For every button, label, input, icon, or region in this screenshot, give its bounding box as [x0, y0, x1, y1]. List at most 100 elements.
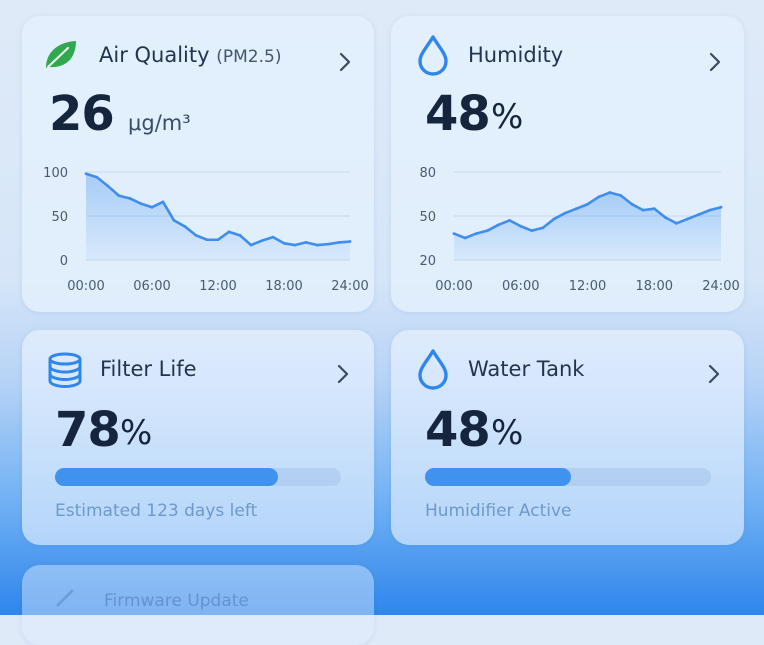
air-quality-chart-data-point	[304, 241, 308, 244]
air-quality-chart-data-point	[282, 241, 286, 245]
air-quality-chart-data-point	[183, 225, 187, 228]
air-quality-title: Air Quality	[99, 43, 210, 67]
card-title: Air Quality (PM2.5)	[99, 43, 281, 67]
chevron-right-icon[interactable]	[704, 51, 726, 73]
filter-life-progress-track	[55, 468, 341, 486]
air-quality-chart-data-point	[293, 243, 297, 247]
chevron-right-icon[interactable]	[332, 363, 354, 385]
humidity-title: Humidity	[468, 43, 564, 67]
water-tank-progress-fill	[425, 468, 571, 486]
air-quality-chart-data-point	[348, 240, 352, 243]
air-quality-chart-data-point	[205, 238, 209, 242]
air-quality-unit: μg/m³	[128, 111, 191, 135]
humidity-chart-y-tick-label: 20	[419, 254, 436, 269]
air-quality-chart-data-point	[161, 200, 165, 204]
air-quality-chart-data-point	[337, 241, 341, 244]
air-quality-chart-data-point	[106, 184, 110, 188]
air-quality-chart-data-point	[194, 233, 198, 237]
air-quality-chart-y-tick-label: 50	[51, 210, 68, 225]
air-quality-chart-y-tick-label: 100	[43, 166, 68, 181]
air-quality-chart-data-point	[117, 194, 121, 198]
air-quality-chart-data-point	[139, 202, 143, 206]
humidity-chart-data-point	[508, 219, 512, 222]
humidity-chart-data-point	[697, 213, 701, 216]
humidity-chart-data-point	[708, 208, 712, 212]
air-quality-chart-data-point	[216, 238, 220, 242]
air-quality-chart-data-point	[326, 242, 330, 246]
air-quality-chart-x-tick-label: 06:00	[133, 279, 170, 294]
air-quality-chart-x-tick-label: 00:00	[67, 279, 104, 294]
air-quality-chart-data-point	[128, 197, 132, 200]
air-quality-chart-data-point	[84, 172, 88, 176]
chevron-right-icon[interactable]	[703, 363, 725, 385]
air-quality-chart-data-point	[172, 219, 176, 222]
humidity-chart: 80 50 20 00:00 06:00 12:00 18:00 24:00	[419, 166, 739, 294]
humidity-chart-data-point	[552, 217, 556, 221]
database-stack-icon	[48, 352, 82, 388]
air-quality-title-suffix: (PM2.5)	[216, 47, 282, 67]
humidity-value: 48	[425, 86, 491, 142]
humidity-chart-data-point	[474, 232, 478, 235]
air-quality-chart-area	[86, 173, 350, 260]
chevron-right-icon[interactable]	[334, 51, 356, 73]
air-quality-chart-data-point	[238, 233, 242, 237]
air-quality-chart-data-point	[260, 239, 264, 243]
air-quality-chart-data-point	[150, 205, 154, 209]
humidity-unit: %	[491, 97, 524, 137]
firmware-update-card[interactable]: Firmware Update	[22, 565, 374, 645]
humidity-chart-data-point	[675, 221, 678, 225]
air-quality-chart-data-point	[271, 235, 275, 239]
filter-life-progress-fill	[55, 468, 279, 486]
filter-life-value: 78	[55, 402, 121, 458]
humidity-chart-data-point	[574, 207, 578, 211]
humidity-chart-x-tick-label: 18:00	[636, 279, 673, 294]
water-tank-unit: %	[491, 413, 524, 453]
water-tank-progress-track	[425, 468, 711, 486]
air-quality-chart-data-point	[249, 243, 253, 247]
air-quality-chart: 100 50 0 00:00 06:00 12:00 18:00 24:00	[43, 166, 369, 294]
humidity-chart-data-point	[719, 205, 723, 209]
air-quality-value: 26	[49, 86, 115, 142]
humidity-chart-y-tick-label: 50	[419, 210, 436, 225]
humidity-chart-data-point	[619, 194, 623, 197]
humidity-chart-data-point	[519, 224, 523, 228]
humidity-chart-data-point	[541, 226, 545, 230]
humidity-chart-data-point	[686, 217, 690, 221]
humidity-chart-x-tick-label: 00:00	[435, 279, 472, 294]
humidity-card[interactable]: Humidity 48 % 80 50 20 00:00 06:00 12:00 18:00…	[391, 16, 744, 312]
humidity-chart-data-point	[597, 195, 601, 199]
humidity-chart-data-point	[452, 232, 456, 235]
humidity-chart-data-point	[485, 229, 489, 233]
humidity-chart-data-point	[630, 202, 634, 206]
filter-life-unit: %	[120, 413, 153, 453]
air-quality-chart-x-tick-label: 12:00	[199, 279, 236, 294]
humidity-chart-data-point	[608, 191, 612, 194]
humidity-chart-data-point	[641, 208, 645, 212]
water-tank-card[interactable]: Water Tank 48 % Humidifier Active	[391, 330, 744, 545]
humidity-chart-data-point	[563, 211, 567, 215]
air-quality-chart-x-tick-label: 24:00	[331, 279, 368, 294]
filter-life-title: Filter Life	[100, 357, 197, 381]
humidity-chart-data-point	[652, 207, 656, 211]
humidity-chart-data-point	[586, 202, 589, 206]
air-quality-card[interactable]: Air Quality (PM2.5) 26 μg/m³ 100 50 0 00:00…	[22, 16, 374, 312]
humidity-chart-x-tick-label: 12:00	[569, 279, 606, 294]
air-quality-chart-data-point	[227, 230, 231, 234]
water-drop-icon	[418, 35, 448, 76]
humidity-chart-x-tick-label: 06:00	[502, 279, 539, 294]
humidity-chart-y-tick-label: 80	[419, 166, 436, 181]
humidity-chart-data-point	[663, 216, 667, 219]
water-tank-value: 48	[425, 402, 491, 458]
leaf-icon	[46, 41, 76, 69]
air-quality-chart-y-tick-label: 0	[60, 254, 68, 269]
water-drop-icon	[418, 349, 448, 390]
water-tank-title: Water Tank	[468, 357, 585, 381]
air-quality-chart-data-point	[95, 175, 99, 179]
water-tank-caption: Humidifier Active	[425, 501, 572, 521]
filter-life-card[interactable]: Filter Life 78 % Estimated 123 days left	[22, 330, 374, 545]
humidity-chart-data-point	[530, 229, 534, 233]
filter-life-caption: Estimated 123 days left	[55, 501, 258, 521]
firmware-update-label: Firmware Update	[104, 591, 249, 611]
humidity-chart-data-point	[463, 236, 467, 240]
air-quality-chart-x-tick-label: 18:00	[265, 279, 302, 294]
